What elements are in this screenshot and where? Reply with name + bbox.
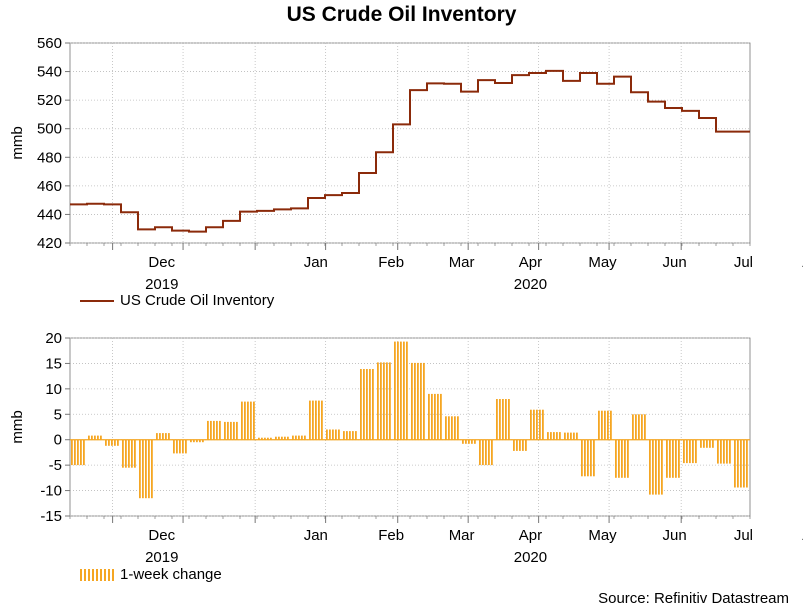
weekly-change-bar [207, 420, 221, 440]
weekly-change-bar [513, 439, 527, 451]
weekly-change-bar [530, 409, 544, 440]
bar-chart-month-label: May [588, 527, 617, 544]
weekly-change-bar [547, 432, 561, 440]
weekly-change-bar [275, 436, 289, 440]
weekly-change-bar [156, 433, 170, 440]
bar-chart-month-label: Jul [734, 527, 753, 544]
bar-chart-y-axis-title: mmb [9, 410, 26, 443]
weekly-change-bar [734, 439, 748, 488]
line-chart-y-tick-label: 420 [37, 235, 62, 252]
source-note: Source: Refinitiv Datastream [598, 590, 789, 607]
weekly-change-bar [105, 439, 119, 446]
weekly-change-bar [581, 439, 595, 477]
weekly-change-bar [173, 439, 187, 454]
weekly-change-bar [241, 401, 255, 440]
bar-legend-swatch [80, 568, 114, 581]
line-chart-year-label: 2019 [145, 276, 178, 293]
line-chart-month-label: May [588, 254, 617, 271]
line-chart-y-tick-label: 440 [37, 206, 62, 223]
weekly-change-bar [462, 439, 476, 444]
bar-chart-y-tick-label: -15 [40, 508, 62, 525]
line-chart-month-label: Feb [378, 254, 404, 271]
line-chart-month-label: Dec [148, 254, 175, 271]
weekly-change-bar [309, 400, 323, 440]
weekly-change-bar [615, 439, 629, 478]
bar-chart-y-tick-label: -10 [40, 483, 62, 500]
weekly-change-bar-panel: -15 -10 -5 0 5 10 15 20 Dec Jan Feb Mar Apr May Jun Jul… [9, 330, 803, 566]
line-chart-y-tick-label: 540 [37, 64, 62, 81]
weekly-change-bar [326, 429, 340, 440]
bar-legend-label: 1-week change [120, 566, 222, 583]
weekly-change-bar [139, 439, 153, 499]
line-chart-month-label: Jan [304, 254, 328, 271]
bar-chart-month-label: Jan [304, 527, 328, 544]
weekly-change-bar [411, 362, 425, 440]
line-chart-y-axis-title: mmb [9, 126, 26, 159]
line-chart-month-label: Jul [734, 254, 753, 271]
inventory-line-panel: 420 440 460 480 500 520 540 560 Dec Jan Feb Mar Apr M… [9, 35, 803, 293]
weekly-change-bar [258, 437, 272, 440]
bar-chart-year-label: 2019 [145, 549, 178, 566]
line-chart-month-label: Mar [449, 254, 475, 271]
bar-legend: 1-week change [80, 566, 222, 583]
weekly-change-bar [71, 439, 85, 466]
line-chart-y-tick-label: 560 [37, 35, 62, 52]
weekly-change-bar [428, 393, 442, 440]
weekly-change-bar [683, 439, 697, 464]
weekly-change-bar [496, 399, 510, 440]
bar-chart-month-label: Dec [148, 527, 175, 544]
bar-chart-y-tick-label: 0 [54, 432, 62, 449]
weekly-change-bar [564, 432, 578, 440]
chart-title: US Crude Oil Inventory [286, 3, 517, 26]
weekly-change-bar [700, 439, 714, 448]
weekly-change-bar [360, 369, 374, 440]
line-chart-month-label: Jun [663, 254, 687, 271]
line-chart-month-label: Apr [519, 254, 542, 271]
line-legend: US Crude Oil Inventory [80, 292, 274, 309]
bar-chart-month-label: Apr [519, 527, 542, 544]
weekly-change-bar [377, 362, 391, 440]
bar-chart-y-tick-label: -5 [49, 457, 62, 474]
weekly-change-bar [445, 416, 459, 440]
line-chart-plot-frame [69, 42, 751, 244]
bar-chart-y-tick-label: 10 [45, 381, 62, 398]
weekly-change-bar [717, 439, 731, 464]
line-legend-swatch [80, 299, 114, 302]
bar-chart-month-label: Feb [378, 527, 404, 544]
inventory-series-line [70, 69, 750, 233]
bar-chart-y-tick-label: 5 [54, 406, 62, 423]
line-chart-y-tick-label: 500 [37, 121, 62, 138]
line-chart-y-tick-label: 520 [37, 92, 62, 109]
weekly-change-bar [292, 435, 306, 440]
bar-chart-plot-frame [69, 337, 751, 517]
weekly-change-bar [666, 439, 680, 478]
weekly-change-bar [598, 410, 612, 440]
line-chart-year-label: 2020 [514, 276, 547, 293]
line-legend-label: US Crude Oil Inventory [120, 292, 275, 309]
weekly-change-bar [343, 431, 357, 440]
weekly-change-bar [649, 439, 663, 495]
line-chart-y-tick-label: 460 [37, 178, 62, 195]
bar-chart-month-label: Jun [663, 527, 687, 544]
line-chart-y-tick-label: 480 [37, 149, 62, 166]
weekly-change-bar [122, 439, 136, 468]
bar-chart-year-label: 2020 [514, 549, 547, 566]
weekly-change-bar [479, 439, 493, 466]
bar-chart-y-tick-label: 15 [45, 355, 62, 372]
bar-chart-month-label: Mar [449, 527, 475, 544]
weekly-change-bar [632, 414, 646, 440]
weekly-change-bar [88, 435, 102, 440]
weekly-change-bar [394, 341, 408, 440]
bar-chart-y-tick-label: 20 [45, 330, 62, 347]
weekly-change-bar [224, 421, 238, 440]
weekly-change-bar [190, 439, 204, 443]
